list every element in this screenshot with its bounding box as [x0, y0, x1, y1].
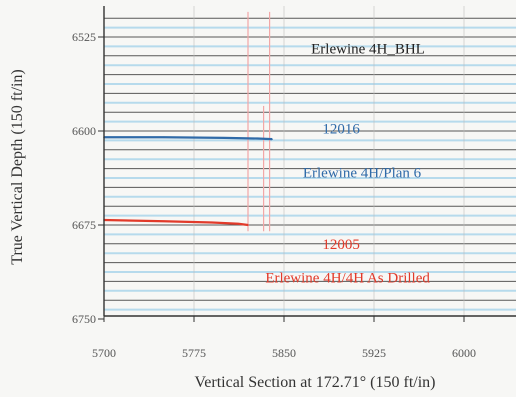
series-plan-6-point	[163, 136, 165, 139]
annotation-label: 12005	[322, 237, 360, 253]
annotation-label: 12016	[322, 122, 360, 138]
x-tick-label: 5925	[362, 346, 386, 360]
y-axis-title: True Vertical Depth (150 ft/in)	[9, 69, 26, 265]
y-tick-label: 6525	[72, 30, 96, 44]
series-plan-6-point	[271, 138, 273, 140]
annotation-label: Erlewine 4H_BHL	[311, 41, 425, 57]
axes	[103, 6, 516, 317]
annotation-label: Erlewine 4H/4H As Drilled	[265, 271, 430, 287]
x-tick-label: 5775	[182, 346, 206, 360]
grid	[103, 6, 516, 316]
boundary-lines	[247, 11, 271, 232]
series-plan-6-point	[223, 137, 225, 139]
series-plan-6-point	[256, 137, 259, 140]
annotation-label: Erlewine 4H/Plan 6	[303, 165, 422, 181]
y-tick-labels: 6525 6600 6675 6750	[72, 30, 104, 326]
x-tick-label: 6000	[452, 346, 476, 360]
series-as-drilled-point	[211, 221, 213, 224]
series-as-drilled-point	[247, 224, 249, 226]
y-tick-label: 6600	[72, 124, 96, 138]
y-tick-label: 6675	[72, 218, 96, 232]
x-tick-label: 5850	[272, 346, 296, 360]
series-as-drilled-point	[163, 220, 165, 223]
y-tick-label: 6750	[72, 312, 96, 326]
x-tick-label: 5700	[92, 346, 116, 360]
series-as-drilled-point	[237, 222, 240, 225]
annotations: Erlewine 4H_BHL 12016 Erlewine 4H/Plan 6 12…	[265, 41, 430, 286]
x-tick-labels: 5700 5775 5850 5925 6000	[92, 316, 476, 360]
x-axis-title: Vertical Section at 172.71° (150 ft/in)	[194, 374, 435, 391]
